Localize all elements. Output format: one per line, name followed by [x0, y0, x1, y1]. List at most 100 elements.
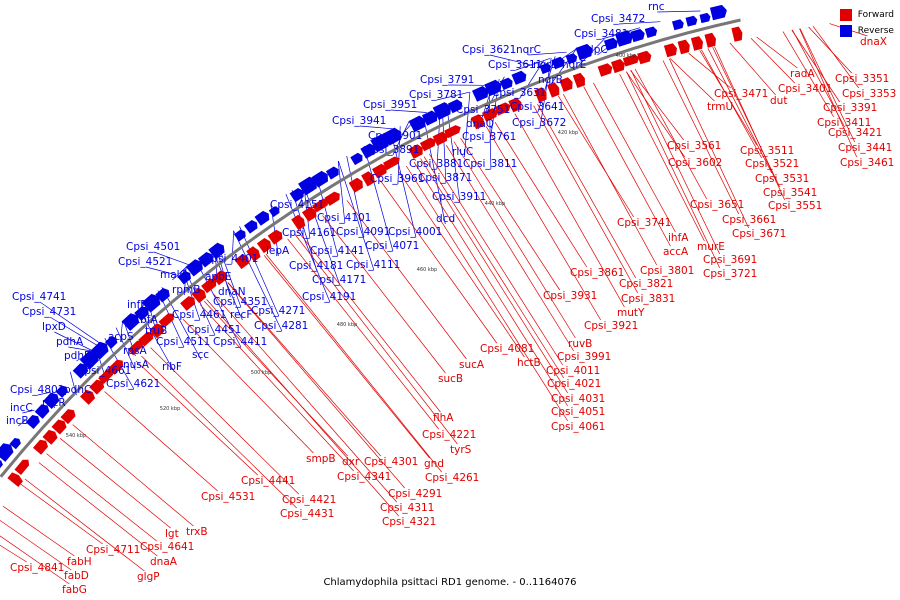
- reverse-feature: [408, 115, 426, 133]
- forward-gene-label: Cpsi_4641: [140, 541, 194, 553]
- forward-feature: [361, 171, 375, 187]
- forward-leader-line: [380, 180, 497, 344]
- reverse-leader-line: [68, 346, 92, 352]
- forward-feature: [704, 32, 716, 48]
- forward-leader-line: [0, 519, 72, 571]
- reverse-leader-line: [137, 307, 175, 373]
- reverse-gene-label: Cpsi_3961: [370, 173, 424, 185]
- reverse-gene-label: recR: [42, 397, 66, 409]
- reverse-gene-label: Cpsi_4281: [254, 320, 308, 332]
- reverse-feature: [383, 127, 401, 146]
- forward-leader-line: [104, 391, 218, 492]
- tick-label: 500 kbp: [251, 370, 271, 376]
- reverse-gene-label: Cpsi_3611: [488, 59, 542, 71]
- forward-leader-line: [346, 200, 467, 360]
- forward-feature: [212, 270, 228, 286]
- reverse-feature: [55, 385, 68, 398]
- forward-gene-label: Cpsi_4261: [425, 472, 479, 484]
- reverse-feature: [268, 206, 280, 218]
- forward-gene-label: Cpsi_4301: [364, 456, 418, 468]
- reverse-leader-line: [239, 226, 280, 317]
- reverse-gene-label: Cpsi_3472: [591, 13, 645, 25]
- reverse-leader-line: [488, 83, 492, 170]
- legend-forward-swatch: [839, 9, 852, 21]
- forward-feature: [256, 238, 272, 254]
- tick-label: 400 kbp: [616, 53, 636, 59]
- forward-gene-label: Cpsi_4021: [547, 378, 601, 390]
- forward-feature: [572, 72, 585, 88]
- forward-feature: [731, 26, 743, 42]
- forward-gene-label: murE: [697, 241, 725, 253]
- forward-feature: [348, 177, 363, 193]
- reverse-feature: [311, 170, 328, 188]
- forward-gene-label: Cpsi_3531: [755, 173, 809, 185]
- forward-leader-line: [20, 483, 103, 545]
- reverse-gene-label: Cpsi_4091: [336, 226, 390, 238]
- reverse-gene-label: Cpsi_4401: [204, 253, 258, 265]
- forward-feature: [372, 163, 387, 179]
- forward-leader-line: [0, 535, 70, 585]
- forward-gene-label: Cpsi_4341: [337, 471, 391, 483]
- legend-reverse-swatch: [839, 25, 852, 37]
- forward-gene-label: Cpsi_3521: [745, 158, 799, 170]
- forward-leader-line: [297, 231, 441, 413]
- reverse-feature: [551, 56, 565, 70]
- forward-gene-label: Cpsi_4051: [551, 406, 605, 418]
- forward-gene-label: Cpsi_4711: [86, 544, 140, 556]
- reverse-leader-line: [145, 266, 177, 276]
- forward-gene-label: sucA: [459, 359, 485, 371]
- reverse-gene-label: pdhC: [64, 384, 91, 396]
- forward-feature: [234, 254, 250, 270]
- tick-label: 540 kbp: [66, 433, 86, 439]
- reverse-gene-label: Cpsi_3881: [409, 158, 463, 170]
- reverse-gene-label: Cpsi_4171: [312, 274, 366, 286]
- reverse-gene-label: infB: [127, 299, 147, 311]
- reverse-feature: [79, 350, 99, 370]
- reverse-leader-line: [346, 156, 365, 238]
- forward-leader-line: [413, 161, 568, 407]
- forward-gene-label: Cpsi_3931: [543, 290, 597, 302]
- reverse-gene-label: rnc: [648, 1, 665, 13]
- reverse-feature: [233, 229, 246, 242]
- legend-forward: Forward: [839, 7, 894, 23]
- reverse-leader-line: [657, 10, 701, 13]
- forward-feature: [494, 102, 511, 116]
- reverse-feature: [511, 70, 527, 85]
- reverse-gene-label: Cpsi_3791: [420, 74, 474, 86]
- forward-feature: [51, 419, 67, 435]
- forward-gene-label: Cpsi_3651: [690, 199, 744, 211]
- forward-leader-line: [453, 141, 576, 339]
- reverse-leader-line: [153, 251, 190, 266]
- reverse-gene-label: dnaN: [218, 286, 246, 298]
- forward-gene-label: Cpsi_3741: [617, 217, 671, 229]
- forward-leader-line: [714, 46, 786, 201]
- reverse-gene-label: Cpsi_4511: [156, 336, 210, 348]
- reverse-gene-label: recF: [230, 309, 252, 321]
- genome-caption: Chlamydophila psittaci RD1 genome. - 0..…: [323, 577, 577, 588]
- forward-feature: [597, 63, 613, 77]
- forward-leader-line: [429, 153, 563, 366]
- forward-leader-line: [799, 28, 858, 158]
- reverse-leader-line: [172, 266, 187, 281]
- forward-gene-label: hctB: [517, 357, 541, 369]
- reverse-feature: [155, 288, 170, 303]
- forward-feature: [534, 87, 547, 103]
- reverse-gene-label: Cpsi_4801: [10, 384, 64, 396]
- forward-leader-line: [38, 462, 158, 557]
- reverse-feature: [9, 438, 21, 450]
- reverse-gene-label: Cpsi_3811: [463, 158, 517, 170]
- forward-leader-line: [799, 28, 856, 143]
- reverse-feature: [298, 176, 317, 196]
- forward-gene-label: Cpsi_3801: [640, 265, 694, 277]
- reverse-feature: [289, 188, 304, 203]
- forward-leader-line: [791, 29, 840, 103]
- reverse-gene-label: Cpsi_4521: [118, 256, 172, 268]
- forward-gene-label: trmU: [707, 101, 733, 113]
- reverse-feature: [615, 30, 633, 47]
- reverse-gene-label: pdhB: [64, 350, 91, 362]
- reverse-gene-label: Cpsi_4741: [12, 291, 66, 303]
- forward-feature: [89, 379, 105, 395]
- forward-gene-label: Cpsi_3441: [838, 142, 892, 154]
- forward-feature: [14, 459, 30, 475]
- forward-gene-label: Cpsi_3721: [703, 268, 757, 280]
